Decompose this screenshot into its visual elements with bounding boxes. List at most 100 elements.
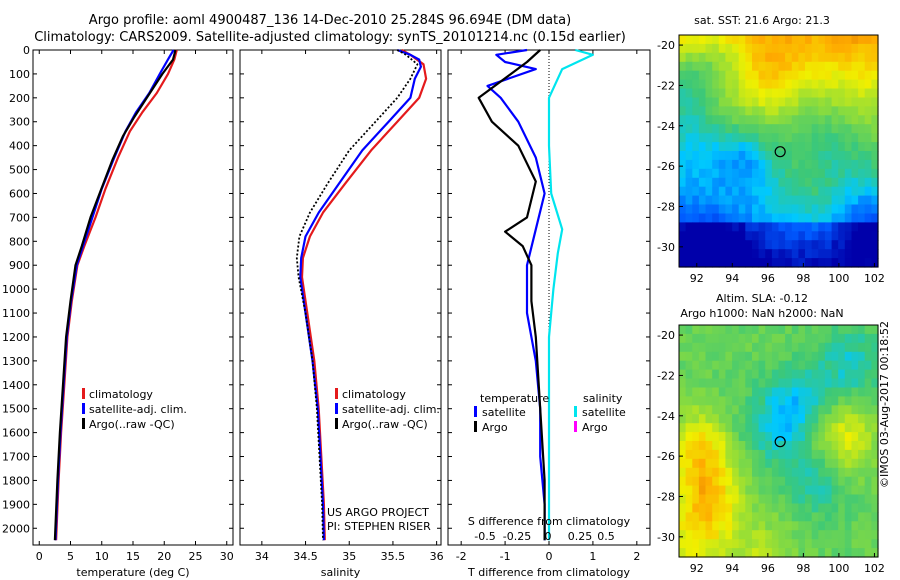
map-cell: [838, 360, 846, 371]
map-cell: [778, 333, 786, 344]
map-cell: [805, 396, 813, 406]
map-cell: [732, 43, 740, 54]
map-cell: [858, 133, 866, 143]
map-cell: [805, 249, 813, 259]
map-cell: [831, 449, 839, 460]
map-cell: [679, 133, 687, 143]
map-cell: [712, 106, 720, 116]
map-cell: [785, 503, 793, 513]
map-cell: [732, 539, 740, 549]
map-cell: [771, 258, 780, 268]
map-cell: [752, 159, 760, 170]
map-cell: [871, 414, 879, 424]
map-cell: [805, 414, 813, 424]
map-cell: [738, 204, 746, 214]
map-cell: [758, 133, 766, 143]
map-cell: [738, 360, 746, 371]
map-cell: [752, 231, 760, 241]
map-cell: [765, 512, 773, 522]
map-cell: [785, 458, 793, 469]
map-cell: [831, 195, 839, 206]
map-x-tick-label: 98: [796, 562, 810, 575]
map-cell: [851, 115, 859, 125]
map-cell: [785, 88, 793, 98]
map-cell: [785, 231, 793, 241]
map-cell: [758, 168, 766, 179]
map-cell: [785, 325, 793, 335]
map-cell: [811, 333, 819, 344]
map-cell: [758, 240, 766, 250]
map-cell: [771, 530, 780, 540]
map-cell: [705, 387, 713, 397]
map-cell: [824, 133, 833, 143]
map-cell: [745, 222, 753, 232]
map-cell: [685, 503, 693, 513]
map-cell: [692, 258, 700, 268]
map-cell: [791, 405, 799, 415]
map-cell: [692, 249, 700, 259]
map-cell: [805, 360, 813, 371]
map-cell: [778, 476, 786, 487]
map-cell: [871, 124, 879, 134]
map-cell: [738, 369, 746, 380]
map-cell: [725, 396, 733, 406]
map-cell: [758, 186, 766, 197]
map-cell: [844, 485, 852, 496]
map-cell: [818, 79, 826, 90]
map-cell: [771, 88, 780, 98]
map-cell: [692, 52, 700, 63]
map-cell: [692, 530, 700, 540]
map-cell: [725, 151, 733, 161]
map-cell: [745, 52, 753, 63]
map-cell: [858, 476, 866, 487]
map-cell: [725, 106, 733, 116]
map-cell: [778, 222, 786, 232]
map-cell: [785, 124, 793, 134]
map-cell: [851, 396, 859, 406]
map-cell: [732, 133, 740, 143]
map-cell: [692, 449, 700, 460]
map-cell: [692, 222, 700, 232]
map-cell: [778, 539, 786, 549]
map-cell: [838, 70, 846, 81]
map-cell: [698, 186, 707, 197]
map-cell: [844, 342, 852, 353]
map-cell: [758, 151, 766, 161]
map-cell: [692, 124, 700, 134]
map-cell: [758, 88, 766, 98]
map-cell: [679, 351, 687, 362]
map-cell: [732, 530, 740, 540]
map-cell: [745, 521, 753, 531]
map-cell: [818, 106, 826, 116]
map-cell: [765, 195, 773, 206]
map-cell: [732, 124, 740, 134]
map-cell: [824, 106, 833, 116]
map-cell: [858, 195, 866, 206]
map-cell: [758, 35, 766, 45]
map-frame: [678, 324, 879, 558]
map-cell: [871, 369, 879, 380]
map-cell: [705, 240, 713, 250]
map-cell: [871, 387, 879, 397]
map-cell: [838, 133, 846, 143]
map-cell: [725, 115, 733, 125]
map-x-tick-label: 96: [761, 562, 775, 575]
map-cell: [679, 213, 687, 223]
map-cell: [778, 396, 786, 406]
map-cell: [765, 168, 773, 179]
map-cell: [679, 61, 687, 72]
map-cell: [679, 222, 687, 232]
map-cell: [791, 333, 799, 344]
map-cell: [718, 396, 726, 406]
x-tick-label: 35.5: [381, 550, 406, 563]
map-cell: [791, 449, 799, 460]
map-cell: [698, 378, 707, 388]
map-cell: [844, 61, 852, 72]
map-cell: [725, 79, 733, 90]
map-cell: [851, 142, 859, 152]
map-cell: [752, 405, 760, 415]
map-cell: [705, 449, 713, 460]
map-cell: [791, 485, 799, 496]
map-cell: [745, 43, 753, 54]
x-tick-label: 34: [255, 550, 269, 563]
